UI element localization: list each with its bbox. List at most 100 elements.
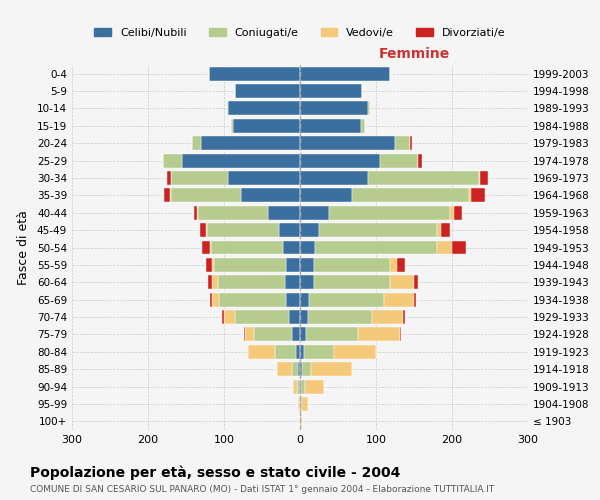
Bar bbox=[206, 258, 212, 272]
Bar bbox=[471, 188, 485, 202]
Bar bbox=[201, 136, 300, 150]
Bar bbox=[206, 223, 279, 237]
Bar bbox=[300, 171, 368, 185]
Bar bbox=[167, 171, 171, 185]
Bar bbox=[200, 223, 206, 237]
Bar bbox=[437, 240, 452, 254]
Bar bbox=[306, 328, 358, 342]
Bar bbox=[296, 345, 300, 358]
Bar bbox=[300, 380, 301, 394]
Bar bbox=[358, 328, 400, 342]
Bar bbox=[301, 380, 305, 394]
Bar bbox=[300, 310, 308, 324]
Bar bbox=[228, 171, 300, 185]
Bar bbox=[389, 276, 414, 289]
Bar bbox=[224, 310, 235, 324]
Bar bbox=[454, 206, 462, 220]
Bar bbox=[437, 223, 440, 237]
Text: Popolazione per età, sesso e stato civile - 2004: Popolazione per età, sesso e stato civil… bbox=[30, 465, 400, 479]
Bar bbox=[214, 258, 286, 272]
Bar bbox=[380, 154, 418, 168]
Bar bbox=[198, 206, 268, 220]
Bar bbox=[319, 223, 437, 237]
Bar bbox=[314, 276, 389, 289]
Text: COMUNE DI SAN CESARIO SUL PANARO (MO) - Dati ISTAT 1° gennaio 2004 - Elaborazion: COMUNE DI SAN CESARIO SUL PANARO (MO) - … bbox=[30, 485, 494, 494]
Bar bbox=[300, 154, 380, 168]
Bar bbox=[293, 380, 297, 394]
Bar bbox=[334, 345, 376, 358]
Bar bbox=[395, 136, 410, 150]
Bar bbox=[300, 136, 395, 150]
Bar bbox=[403, 310, 405, 324]
Bar bbox=[235, 84, 300, 98]
Bar bbox=[480, 171, 488, 185]
Bar bbox=[279, 223, 300, 237]
Bar bbox=[218, 276, 285, 289]
Bar bbox=[300, 397, 302, 411]
Bar bbox=[171, 188, 241, 202]
Bar bbox=[192, 136, 201, 150]
Bar bbox=[329, 206, 451, 220]
Bar bbox=[414, 292, 416, 306]
Bar bbox=[300, 206, 329, 220]
Bar bbox=[244, 328, 245, 342]
Bar bbox=[299, 380, 300, 394]
Bar bbox=[300, 362, 302, 376]
Bar bbox=[292, 362, 298, 376]
Bar bbox=[164, 188, 170, 202]
Bar bbox=[254, 328, 292, 342]
Bar bbox=[231, 119, 233, 133]
Bar bbox=[171, 171, 228, 185]
Bar bbox=[268, 206, 300, 220]
Bar bbox=[397, 258, 405, 272]
Bar bbox=[314, 258, 389, 272]
Bar bbox=[372, 310, 403, 324]
Bar bbox=[300, 84, 362, 98]
Bar bbox=[418, 154, 422, 168]
Y-axis label: Anni di nascita: Anni di nascita bbox=[598, 201, 600, 294]
Bar bbox=[285, 276, 300, 289]
Bar bbox=[300, 240, 315, 254]
Bar bbox=[220, 292, 286, 306]
Bar bbox=[368, 102, 370, 116]
Bar bbox=[302, 362, 311, 376]
Bar bbox=[300, 223, 319, 237]
Bar bbox=[283, 240, 300, 254]
Bar bbox=[368, 171, 479, 185]
Bar bbox=[248, 345, 275, 358]
Bar bbox=[209, 292, 212, 306]
Bar bbox=[383, 292, 414, 306]
Bar bbox=[300, 276, 314, 289]
Bar bbox=[275, 345, 296, 358]
Y-axis label: Fasce di età: Fasce di età bbox=[17, 210, 30, 285]
Bar bbox=[305, 380, 323, 394]
Bar bbox=[451, 206, 454, 220]
Bar bbox=[212, 292, 220, 306]
Bar bbox=[311, 362, 352, 376]
Bar bbox=[300, 102, 368, 116]
Bar bbox=[228, 102, 300, 116]
Bar bbox=[410, 136, 412, 150]
Bar bbox=[352, 188, 469, 202]
Bar bbox=[289, 310, 300, 324]
Bar bbox=[298, 397, 300, 411]
Bar bbox=[212, 258, 214, 272]
Bar bbox=[300, 328, 306, 342]
Bar bbox=[286, 292, 300, 306]
Bar bbox=[182, 154, 300, 168]
Bar bbox=[479, 171, 480, 185]
Legend: Celibi/Nubili, Coniugati/e, Vedovi/e, Divorziati/e: Celibi/Nubili, Coniugati/e, Vedovi/e, Di… bbox=[90, 23, 510, 42]
Bar bbox=[452, 240, 466, 254]
Bar bbox=[194, 206, 197, 220]
Bar bbox=[440, 223, 450, 237]
Bar bbox=[300, 119, 361, 133]
Bar bbox=[227, 102, 228, 116]
Bar bbox=[361, 119, 365, 133]
Bar bbox=[315, 240, 437, 254]
Bar bbox=[212, 276, 218, 289]
Bar bbox=[208, 276, 212, 289]
Bar bbox=[469, 188, 471, 202]
Bar bbox=[300, 414, 302, 428]
Bar bbox=[389, 258, 397, 272]
Bar bbox=[298, 362, 300, 376]
